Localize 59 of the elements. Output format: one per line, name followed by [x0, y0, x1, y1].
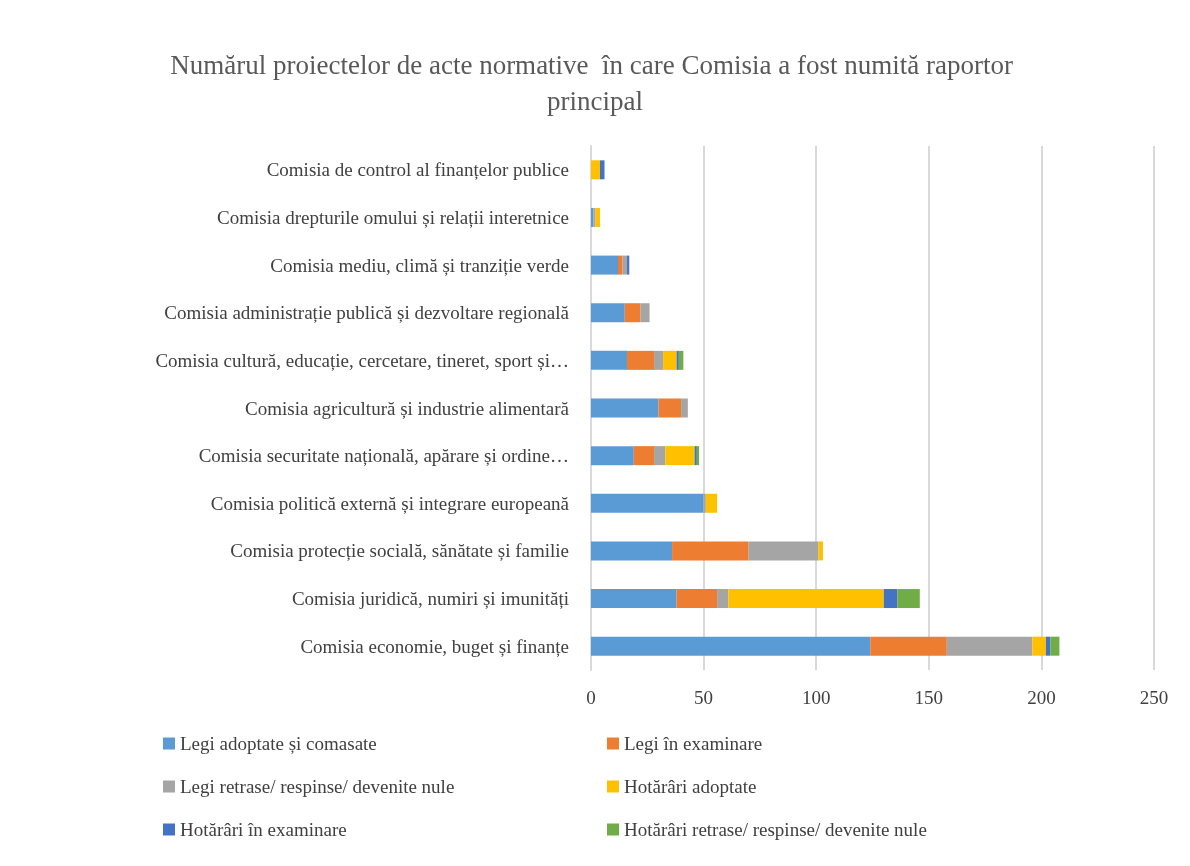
bar [946, 636, 1033, 656]
bar [624, 303, 641, 323]
bar [748, 541, 819, 561]
chart-title: Numărul proiectelor de acte normative în care Comisia a fost numită raportor principal [170, 50, 1020, 116]
bar [591, 255, 619, 275]
bar [658, 398, 682, 418]
bar [717, 589, 729, 609]
bar [591, 303, 625, 323]
bar [600, 160, 605, 180]
bar [591, 589, 677, 609]
bar [654, 446, 666, 466]
bar [1050, 636, 1060, 656]
x-tick-label: 250 [1139, 687, 1169, 708]
bar [627, 350, 655, 370]
x-tick-label: 150 [914, 687, 944, 708]
legend-label: Hotărâri în examinare [180, 819, 347, 840]
y-tick-label: Comisia protecție socială, sănătate și familie [230, 540, 569, 562]
bar [818, 541, 823, 561]
bar [705, 493, 718, 513]
bar [591, 160, 601, 180]
bar [640, 303, 650, 323]
bar [591, 541, 673, 561]
y-tick-label: Comisia administrație publică și dezvoltare regională [164, 302, 570, 324]
x-tick-label: 100 [801, 687, 831, 708]
bar [663, 350, 677, 370]
bar [591, 493, 704, 513]
bar [1032, 636, 1046, 656]
bar [591, 350, 628, 370]
legend-label: Legi retrase/ respinse/ devenite nule [180, 776, 455, 797]
y-tick-label: Comisia politică externă și integrare europeană [210, 492, 570, 514]
y-tick-label: Comisia economie, buget și finanțe [300, 635, 569, 657]
bar [897, 589, 920, 609]
y-tick-label: Comisia drepturile omului și relații interetnice [217, 206, 569, 228]
bar [728, 589, 884, 609]
bar [676, 589, 718, 609]
y-tick-label: Comisia securitate națională, apărare și ordine… [198, 445, 569, 467]
bar [654, 350, 664, 370]
bar [591, 636, 871, 656]
bar [591, 398, 659, 418]
x-tick-label: 50 [694, 687, 714, 708]
bar [883, 589, 898, 609]
bar [681, 398, 688, 418]
legend-label: Hotărâri retrase/ respinse/ devenite nule [624, 819, 927, 840]
legend-label: Legi în examinare [624, 733, 763, 754]
bar [672, 541, 749, 561]
y-tick-label: Comisia agricultură și industrie alimentară [245, 397, 570, 419]
legend-label: Hotărâri adoptate [624, 776, 757, 797]
x-tick-label: 0 [586, 687, 596, 708]
bar [665, 446, 695, 466]
y-tick-label: Comisia de control al finanțelor publice [266, 159, 569, 181]
y-tick-label: Comisia mediu, climă și tranziție verde [270, 254, 569, 276]
bar [591, 446, 634, 466]
y-tick-label: Comisia juridică, numiri și imunități [291, 588, 569, 610]
legend-label: Legi adoptate și comasate [180, 733, 377, 754]
bar [633, 446, 655, 466]
y-tick-label: Comisia cultură, educație, cercetare, tineret, sport și… [155, 349, 569, 371]
bar [870, 636, 947, 656]
bar [618, 255, 623, 275]
x-tick-label: 200 [1027, 687, 1056, 708]
